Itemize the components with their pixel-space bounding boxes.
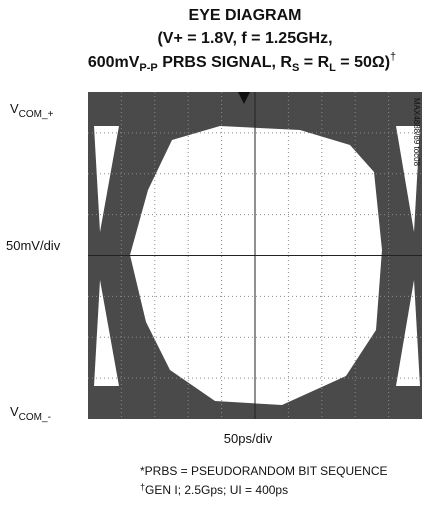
footnote: †GEN I; 2.5Gps; UI = 400ps <box>140 482 288 497</box>
axis-label: 50mV/div <box>6 238 61 253</box>
axis-label: 50ps/div <box>224 431 273 446</box>
eye-diagram: EYE DIAGRAM (V+ = 1.8V, f = 1.25GHz, 600… <box>0 0 426 510</box>
title-line: EYE DIAGRAM <box>189 7 302 24</box>
subscript: P-P <box>139 62 157 74</box>
text: GEN I; 2.5Gps; UI = 400ps <box>145 483 288 497</box>
title-line: (V+ = 1.8V, f = 1.25GHz, <box>157 30 332 47</box>
title-line: 600mVP-P PRBS SIGNAL, RS = RL = 50Ω)† <box>88 51 396 74</box>
superscript: † <box>390 51 396 63</box>
page: EYE DIAGRAM (V+ = 1.8V, f = 1.25GHz, 600… <box>0 0 426 510</box>
text: PRBS SIGNAL, R <box>158 54 293 71</box>
text: = 50Ω) <box>336 54 390 71</box>
axis-label: VCOM_- <box>10 404 51 423</box>
text: V <box>10 404 19 419</box>
text: 600mV <box>88 54 140 71</box>
text: V <box>10 101 19 116</box>
figure-id: MAX4888/89 toc08 <box>412 98 421 167</box>
subscript: S <box>292 62 299 74</box>
text: = R <box>299 54 329 71</box>
footnote: *PRBS = PSEUDORANDOM BIT SEQUENCE <box>140 464 388 478</box>
subscript: COM_- <box>19 412 51 423</box>
subscript: COM_+ <box>19 109 54 120</box>
axis-label: VCOM_+ <box>10 101 54 120</box>
eye-opening <box>130 126 382 405</box>
